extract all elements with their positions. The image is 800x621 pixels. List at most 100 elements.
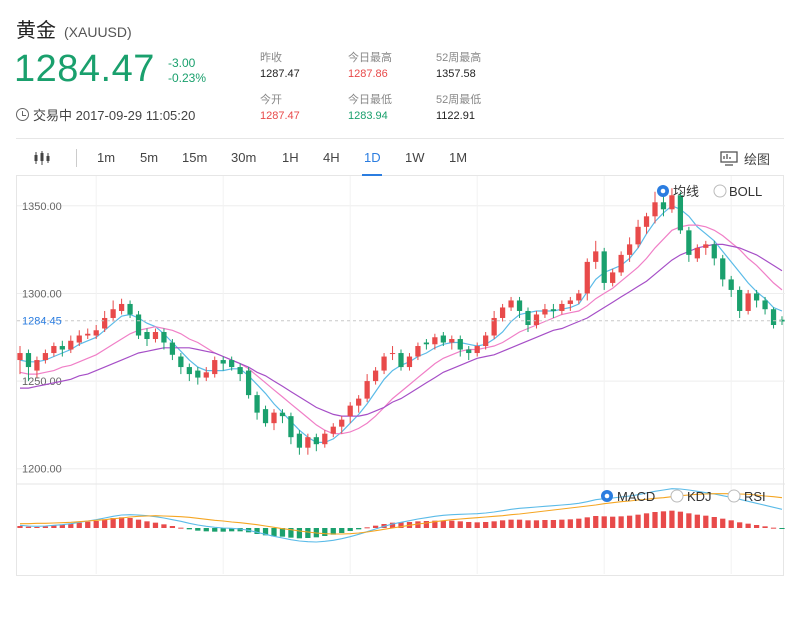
macd-bar bbox=[110, 518, 116, 528]
candle-body bbox=[178, 356, 184, 368]
stat-day-high: 今日最高 1287.86 bbox=[348, 50, 392, 82]
macd-bar bbox=[779, 528, 785, 529]
toggle-macd[interactable]: MACD bbox=[601, 489, 655, 504]
candle-body bbox=[474, 346, 480, 354]
candle-body bbox=[677, 195, 684, 231]
candle bbox=[389, 346, 396, 361]
period-1h[interactable]: 1H bbox=[282, 150, 299, 165]
toggle-macd-label: MACD bbox=[617, 489, 655, 504]
candle-body bbox=[339, 419, 345, 427]
toggle-boll[interactable]: BOLL bbox=[713, 184, 762, 199]
candle-body bbox=[203, 372, 209, 378]
active-period-indicator bbox=[362, 174, 382, 176]
candle-body bbox=[440, 335, 446, 343]
macd-bar bbox=[398, 522, 404, 528]
clock-icon bbox=[16, 108, 29, 121]
stat-52w-high: 52周最高 1357.58 bbox=[436, 50, 481, 82]
macd-bar bbox=[322, 528, 328, 536]
stat-value: 1122.91 bbox=[436, 110, 475, 122]
candle-body bbox=[753, 293, 760, 301]
candle-body bbox=[330, 426, 336, 434]
candle-body bbox=[271, 412, 277, 424]
candle bbox=[313, 433, 319, 452]
stat-value: 1287.86 bbox=[348, 68, 388, 80]
period-15m[interactable]: 15m bbox=[182, 150, 208, 165]
candle bbox=[525, 307, 531, 333]
radio-dot bbox=[660, 188, 666, 194]
candle bbox=[102, 310, 108, 333]
candle-body bbox=[17, 353, 23, 361]
candle-body bbox=[42, 353, 49, 361]
candle-body bbox=[313, 437, 319, 445]
macd-bar bbox=[745, 523, 751, 528]
candle-body bbox=[322, 433, 328, 445]
macd-bar bbox=[550, 520, 557, 528]
candle-body bbox=[76, 335, 82, 343]
period-1mo[interactable]: 1M bbox=[449, 150, 468, 165]
period-5m[interactable]: 5m bbox=[140, 150, 159, 165]
candle bbox=[660, 195, 667, 217]
macd-bar bbox=[364, 527, 370, 529]
macd-bar bbox=[728, 520, 734, 528]
candle bbox=[34, 356, 40, 378]
candle-body bbox=[186, 367, 192, 375]
title-row: 黄金 (XAUUSD) bbox=[16, 14, 132, 43]
period-1d[interactable]: 1D bbox=[364, 150, 381, 165]
toggle-kdj[interactable]: KDJ bbox=[670, 489, 712, 504]
candle bbox=[372, 367, 379, 385]
candle-body bbox=[423, 342, 430, 345]
candle-body bbox=[237, 367, 243, 375]
macd-bar bbox=[254, 528, 260, 534]
instrument-code: (XAUUSD) bbox=[64, 24, 132, 40]
candle bbox=[76, 330, 82, 347]
macd-bar bbox=[626, 515, 633, 528]
candle bbox=[296, 430, 303, 455]
candle bbox=[135, 310, 142, 340]
candle-body bbox=[626, 244, 633, 255]
candlestick-type-icon[interactable] bbox=[34, 150, 50, 166]
candle bbox=[753, 289, 760, 308]
candle-body bbox=[389, 353, 396, 355]
macd-bar bbox=[474, 522, 480, 528]
macd-bar bbox=[347, 528, 353, 531]
macd-bar bbox=[669, 510, 675, 528]
candle-body bbox=[161, 332, 167, 343]
macd-bar bbox=[643, 513, 650, 528]
macd-bar bbox=[601, 516, 607, 528]
stat-value: 1283.94 bbox=[348, 110, 388, 122]
candle-body bbox=[737, 289, 743, 311]
moving-average-lines bbox=[19, 205, 783, 443]
candle bbox=[499, 303, 506, 322]
macd-bar bbox=[203, 528, 209, 532]
macd-bar bbox=[635, 514, 641, 528]
candle bbox=[161, 328, 167, 350]
period-30m[interactable]: 30m bbox=[231, 150, 257, 165]
candle-body bbox=[415, 346, 421, 357]
macd-bar bbox=[212, 528, 218, 532]
macd-bar bbox=[262, 528, 269, 536]
candle bbox=[305, 433, 311, 455]
candle-body bbox=[652, 202, 658, 217]
candle-body bbox=[220, 360, 226, 364]
candle bbox=[152, 328, 159, 343]
candle bbox=[720, 254, 726, 287]
candle bbox=[237, 363, 243, 382]
toggle-rsi[interactable]: RSI bbox=[727, 489, 766, 504]
candle bbox=[288, 412, 294, 445]
candle bbox=[491, 310, 497, 340]
macd-bar bbox=[720, 518, 726, 528]
macd-bar bbox=[677, 511, 684, 528]
candle bbox=[169, 339, 176, 361]
draw-button[interactable]: 绘图 bbox=[720, 149, 770, 168]
macd-bar bbox=[25, 526, 32, 528]
period-1w[interactable]: 1W bbox=[405, 150, 425, 165]
candle bbox=[93, 324, 99, 340]
period-1m[interactable]: 1m bbox=[97, 150, 116, 165]
period-4h[interactable]: 4H bbox=[323, 150, 340, 165]
candle-body bbox=[610, 272, 616, 283]
toggle-ma[interactable]: 均线 bbox=[657, 184, 699, 199]
stat-prev-close: 昨收 1287.47 bbox=[260, 50, 300, 82]
macd-bar bbox=[660, 511, 667, 528]
candle-body bbox=[347, 405, 353, 417]
